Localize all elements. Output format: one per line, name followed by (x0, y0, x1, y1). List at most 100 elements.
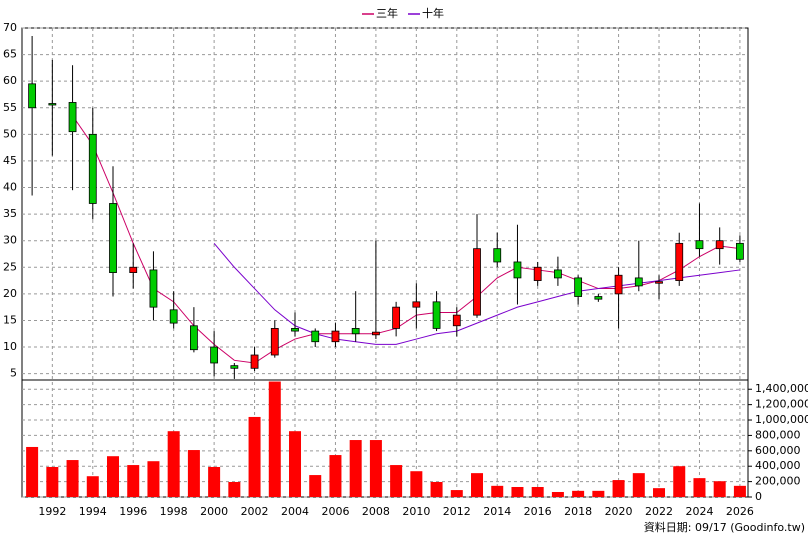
volume-bar (653, 488, 666, 497)
y-tick-label: 20 (3, 287, 17, 300)
y-tick-label: 30 (3, 234, 17, 247)
x-tick-label: 2004 (281, 505, 309, 518)
y2-tick-label: 600,000 (755, 444, 801, 457)
x-tick-label: 2006 (321, 505, 349, 518)
volume-bar (167, 431, 180, 497)
volume-bar (329, 455, 342, 497)
volume-bar (733, 485, 746, 497)
candle-body (149, 269, 158, 308)
y2-tick-label: 400,000 (755, 459, 801, 472)
x-tick-label: 2010 (402, 505, 430, 518)
candle-body (291, 328, 299, 332)
y2-tick-label: 800,000 (755, 428, 801, 441)
candle-body (452, 314, 461, 327)
volume-bar (289, 431, 302, 497)
volume-bar (86, 476, 99, 497)
x-tick-label: 2002 (241, 505, 269, 518)
x-tick-label: 2016 (524, 505, 552, 518)
y-tick-label: 40 (3, 181, 17, 194)
candle-body (392, 306, 401, 329)
volume-bar (127, 465, 140, 497)
candle-body (493, 248, 502, 263)
x-tick-label: 2000 (200, 505, 228, 518)
volume-bar (410, 471, 423, 497)
candle-body (371, 331, 380, 336)
volume-bar (572, 490, 585, 497)
x-tick-label: 2022 (645, 505, 673, 518)
y2-tick-label: 1,200,000 (755, 398, 808, 411)
volume-bar (107, 456, 120, 497)
candle-body (655, 281, 663, 284)
candle-body (270, 328, 279, 356)
candle-body (574, 277, 583, 297)
candle-body (351, 328, 360, 335)
volume-bar (187, 450, 200, 497)
y2-tick-label: 200,000 (755, 475, 801, 488)
volume-bar (693, 478, 706, 497)
y-tick-label: 5 (10, 367, 17, 380)
volume-bar (390, 465, 403, 497)
candle-body (68, 102, 77, 133)
volume-bar (208, 466, 221, 497)
ma-line (72, 115, 740, 364)
y-tick-label: 70 (3, 21, 17, 34)
x-tick-label: 1994 (79, 505, 107, 518)
footer: 資料日期: 09/17 (Goodinfo.tw) (644, 520, 805, 534)
candle-body (129, 266, 138, 273)
volume-bar (248, 416, 261, 497)
volume-bar (673, 466, 686, 497)
candle-body (109, 203, 117, 273)
candle-body (169, 309, 178, 324)
y2-tick-label: 1,000,000 (755, 413, 808, 426)
x-tick-label: 1998 (160, 505, 188, 518)
volume-bar (430, 481, 443, 497)
volume-bar (491, 485, 504, 497)
candle-body (513, 261, 522, 279)
candle-body (715, 240, 724, 250)
volume-bar (713, 481, 726, 497)
y-tick-label: 10 (3, 340, 17, 353)
volume-bar (471, 473, 484, 497)
x-tick-label: 2018 (564, 505, 592, 518)
volume-bar (26, 446, 39, 497)
candle-body (614, 274, 623, 295)
candle-body (88, 133, 97, 204)
candle-body (189, 325, 198, 351)
x-tick-label: 2020 (605, 505, 633, 518)
x-tick-label: 1996 (119, 505, 147, 518)
x-tick-label: 2014 (483, 505, 511, 518)
y2-tick-label: 0 (755, 490, 762, 503)
volume-bar (147, 461, 160, 497)
x-tick-label: 2024 (685, 505, 713, 518)
candle-body (28, 83, 37, 109)
candle-body (250, 354, 259, 369)
y-tick-label: 25 (3, 260, 17, 273)
volume-bar (369, 440, 382, 497)
volume-bar (66, 460, 79, 497)
legend-label: 十年 (422, 6, 444, 20)
candle-body (736, 242, 744, 260)
volume-bar (551, 491, 564, 497)
y-tick-label: 60 (3, 74, 17, 87)
volume-bar (349, 440, 362, 497)
y-tick-label: 55 (3, 101, 17, 114)
volume-bar (309, 475, 322, 497)
volume-bar (592, 490, 605, 497)
candle-body (210, 346, 219, 364)
volume-bar (228, 481, 241, 497)
x-tick-label: 2026 (726, 505, 754, 518)
candle-body (432, 301, 441, 329)
legend-label: 三年 (376, 6, 398, 20)
x-tick-label: 2008 (362, 505, 390, 518)
ma-line (213, 243, 740, 345)
volume-bar (632, 473, 645, 497)
y-tick-label: 45 (3, 154, 17, 167)
y2-tick-label: 1,400,000 (755, 382, 808, 395)
candle-body (695, 240, 704, 250)
volume-bar (46, 466, 59, 497)
candle-body (311, 330, 320, 343)
candle-body (48, 103, 57, 106)
candle-body (554, 269, 562, 279)
candle-body (331, 330, 340, 343)
